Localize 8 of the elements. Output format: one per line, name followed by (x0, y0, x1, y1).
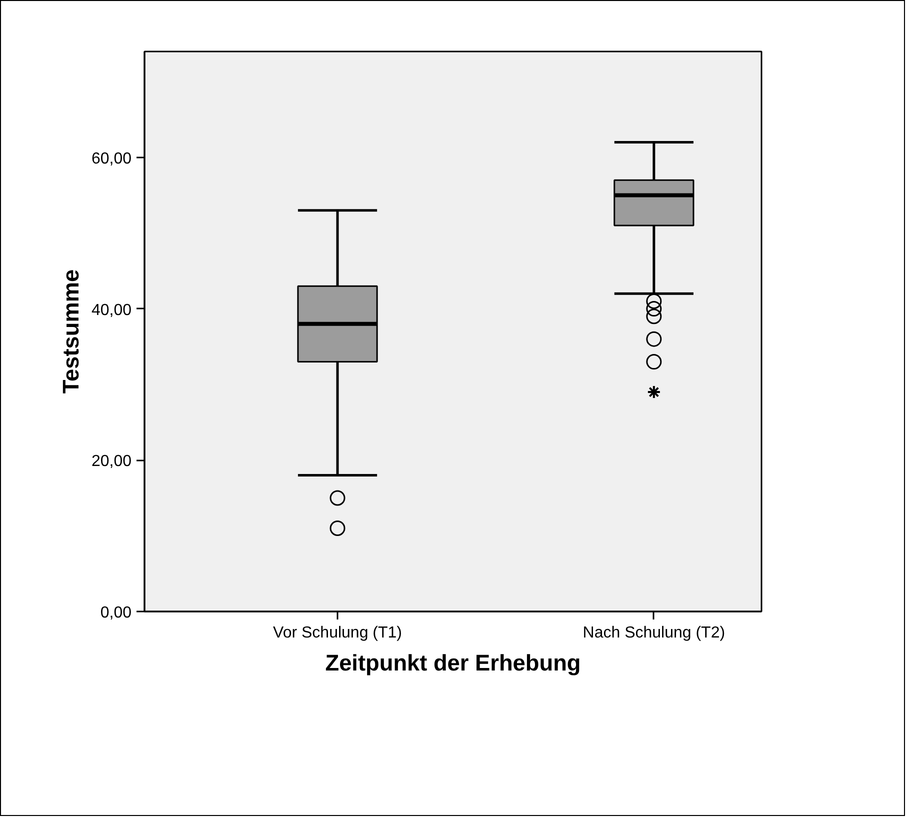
y-tick-label: 60,00 (91, 150, 132, 168)
y-tick-label: 40,00 (91, 302, 132, 319)
x-tick-label: Vor Schulung (T1) (273, 624, 402, 642)
y-tick-label: 20,00 (91, 453, 132, 470)
x-tick-label: Nach Schulung (T2) (582, 624, 726, 642)
x-axis-title: Zeitpunkt der Erhebung (325, 650, 581, 676)
y-axis-title: Testsumme (57, 269, 84, 394)
y-tick-label: 0,00 (100, 604, 132, 622)
